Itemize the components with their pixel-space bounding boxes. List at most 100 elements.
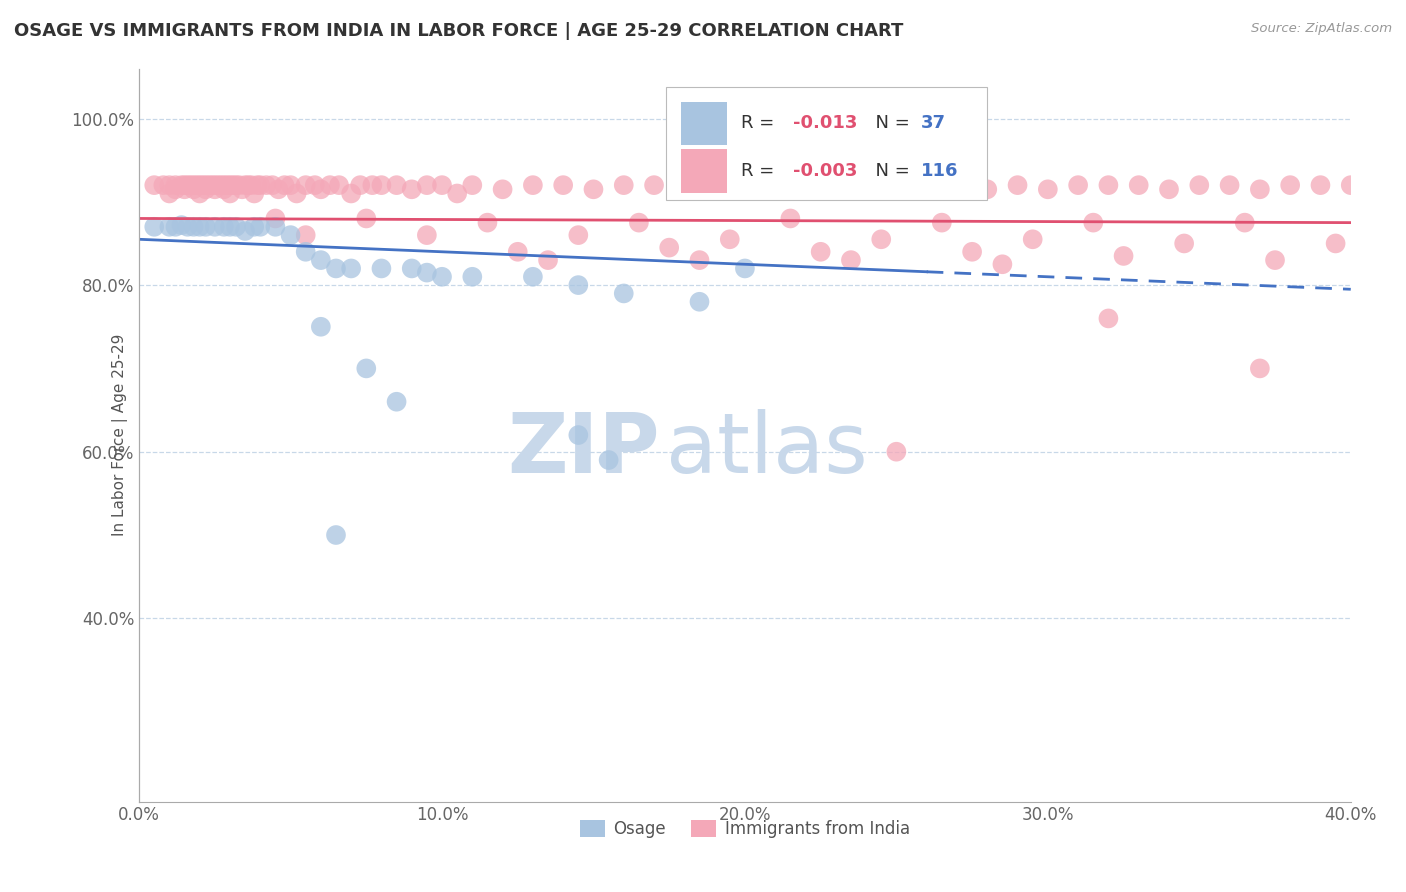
Point xyxy=(794,178,817,193)
Point xyxy=(430,269,453,284)
Point xyxy=(689,253,711,268)
Text: R =: R = xyxy=(741,162,786,180)
Point xyxy=(165,178,187,193)
Point xyxy=(491,182,513,196)
Point xyxy=(233,178,256,193)
Point xyxy=(294,244,316,259)
Point xyxy=(430,178,453,193)
Point xyxy=(219,178,242,193)
Point xyxy=(328,178,350,193)
Point xyxy=(886,178,908,193)
Point xyxy=(231,182,253,196)
Point xyxy=(194,219,217,234)
Point xyxy=(810,244,832,259)
Point xyxy=(236,178,259,193)
Point xyxy=(461,178,484,193)
Point xyxy=(734,261,756,276)
Point xyxy=(385,178,408,193)
Point xyxy=(294,228,316,243)
Point xyxy=(173,178,195,193)
Text: -0.013: -0.013 xyxy=(793,114,858,133)
Point xyxy=(183,182,205,196)
Point xyxy=(613,178,636,193)
Point xyxy=(228,178,250,193)
Point xyxy=(734,178,756,193)
Point xyxy=(361,178,384,193)
Point xyxy=(1279,178,1302,193)
Point xyxy=(152,178,174,193)
Point xyxy=(212,178,235,193)
Point xyxy=(537,253,560,268)
Point xyxy=(176,178,198,193)
Point xyxy=(718,232,741,246)
Point xyxy=(309,182,332,196)
Point xyxy=(204,178,226,193)
Bar xyxy=(681,102,727,145)
Bar xyxy=(681,149,727,194)
Point xyxy=(1097,178,1119,193)
Point xyxy=(273,178,295,193)
Point xyxy=(703,178,725,193)
Point xyxy=(886,444,908,458)
Text: 37: 37 xyxy=(921,114,946,133)
Point xyxy=(173,182,195,196)
FancyBboxPatch shape xyxy=(666,87,987,201)
Point xyxy=(461,269,484,284)
Point xyxy=(170,218,193,232)
Point xyxy=(254,178,277,193)
Point xyxy=(1188,178,1211,193)
Point xyxy=(1083,216,1105,230)
Point xyxy=(370,261,392,276)
Point xyxy=(325,261,347,276)
Point xyxy=(446,186,468,201)
Point xyxy=(340,186,363,201)
Point xyxy=(157,186,180,201)
Point xyxy=(658,241,681,255)
Point xyxy=(522,269,544,284)
Point xyxy=(191,178,214,193)
Point xyxy=(233,224,256,238)
Point xyxy=(356,361,378,376)
Point xyxy=(553,178,575,193)
Point xyxy=(870,232,893,246)
Point xyxy=(931,216,953,230)
Point xyxy=(477,216,499,230)
Point xyxy=(627,216,650,230)
Point xyxy=(824,178,846,193)
Point xyxy=(246,178,269,193)
Point xyxy=(1324,236,1347,251)
Point xyxy=(143,178,166,193)
Point xyxy=(225,219,247,234)
Point xyxy=(349,178,371,193)
Point xyxy=(294,178,316,193)
Point xyxy=(673,182,696,196)
Point xyxy=(267,182,290,196)
Point xyxy=(567,228,589,243)
Point xyxy=(1021,232,1043,246)
Point xyxy=(582,182,605,196)
Point xyxy=(143,219,166,234)
Text: OSAGE VS IMMIGRANTS FROM INDIA IN LABOR FORCE | AGE 25-29 CORRELATION CHART: OSAGE VS IMMIGRANTS FROM INDIA IN LABOR … xyxy=(14,22,904,40)
Point xyxy=(204,219,226,234)
Point xyxy=(401,261,423,276)
Point xyxy=(401,182,423,196)
Point xyxy=(165,182,187,196)
Point xyxy=(165,219,187,234)
Point xyxy=(356,211,378,226)
Point xyxy=(340,261,363,276)
Point xyxy=(325,528,347,542)
Point xyxy=(1007,178,1029,193)
Point xyxy=(280,228,302,243)
Point xyxy=(1173,236,1195,251)
Point xyxy=(613,286,636,301)
Point xyxy=(207,178,229,193)
Point xyxy=(183,178,205,193)
Point xyxy=(212,182,235,196)
Point xyxy=(976,182,998,196)
Point xyxy=(176,219,198,234)
Point xyxy=(188,186,211,201)
Point xyxy=(1233,216,1256,230)
Point xyxy=(1128,178,1150,193)
Point xyxy=(1219,178,1241,193)
Point xyxy=(991,257,1014,271)
